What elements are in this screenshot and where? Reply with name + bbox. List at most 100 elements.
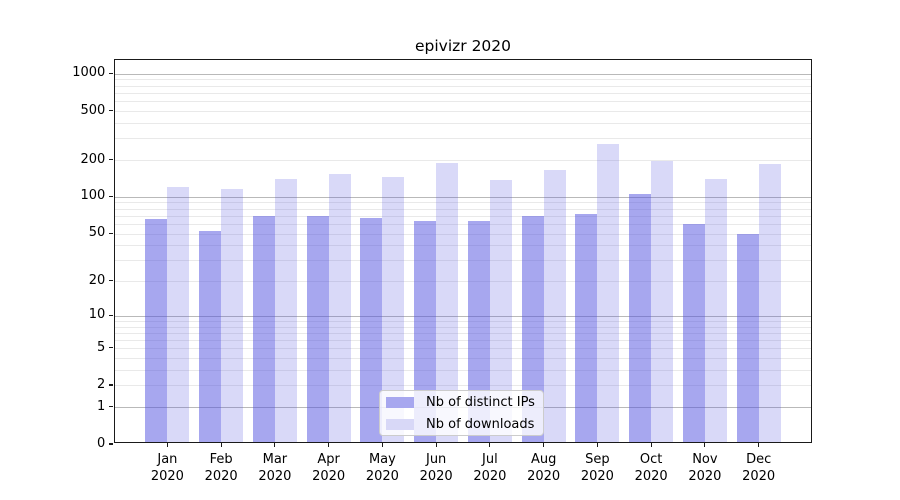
x-tick-mark <box>274 443 276 448</box>
x-tick-mark <box>381 443 383 448</box>
y-gridline <box>115 223 811 225</box>
bar-downloads <box>274 178 297 443</box>
bar-distinct-ips <box>575 214 598 443</box>
bar-downloads <box>382 177 405 443</box>
y-tick-mark <box>109 314 114 316</box>
y-gridline <box>115 233 811 235</box>
y-gridline <box>115 110 811 112</box>
y-gridline <box>115 79 811 81</box>
legend-swatch-distinct-ips <box>386 396 414 408</box>
y-gridline <box>115 385 811 387</box>
y-tick-label: 500 <box>80 102 106 118</box>
bar-distinct-ips <box>360 218 383 443</box>
bar-distinct-ips <box>414 221 437 443</box>
bar-distinct-ips <box>629 193 652 443</box>
bar-downloads <box>704 178 727 443</box>
x-tick-label: Apr 2020 <box>312 452 346 485</box>
y-tick-label: 20 <box>88 272 106 288</box>
x-tick-mark <box>758 443 760 448</box>
x-tick-mark <box>435 443 437 448</box>
y-gridline <box>115 320 811 322</box>
y-gridline <box>115 370 811 372</box>
y-tick-mark <box>109 406 114 408</box>
y-gridline <box>115 101 811 103</box>
y-tick-label: 200 <box>80 151 106 167</box>
bar-downloads <box>758 163 781 443</box>
x-tick-mark <box>166 443 168 448</box>
bar-downloads <box>651 160 674 443</box>
bar-downloads <box>221 188 244 443</box>
y-tick-mark <box>109 280 114 282</box>
y-tick-mark <box>109 347 114 349</box>
y-gridline <box>115 281 811 283</box>
y-tick-label: 1000 <box>72 65 106 81</box>
y-tick-mark <box>109 384 114 386</box>
y-tick-label: 100 <box>80 188 106 204</box>
legend-swatch-downloads <box>386 418 414 430</box>
bar-distinct-ips <box>145 218 168 443</box>
bar-downloads <box>328 173 351 443</box>
legend-item-downloads: Nb of downloads <box>386 417 535 432</box>
bar-downloads <box>543 169 566 443</box>
y-gridline <box>115 138 811 140</box>
x-tick-label: Nov 2020 <box>688 452 722 485</box>
bar-distinct-ips <box>736 234 759 443</box>
y-tick-label: 50 <box>88 225 106 241</box>
y-tick-label: 10 <box>88 307 106 323</box>
y-tick-label: 2 <box>97 377 106 393</box>
y-gridline <box>115 215 811 217</box>
bar-distinct-ips <box>682 224 705 443</box>
bar-downloads <box>597 144 620 443</box>
x-tick-mark <box>704 443 706 448</box>
x-tick-label: Mar 2020 <box>258 452 292 485</box>
y-gridline <box>115 260 811 262</box>
x-tick-mark <box>328 443 330 448</box>
y-gridline <box>115 326 811 328</box>
y-tick-mark <box>109 195 114 198</box>
y-tick-label: 0 <box>97 436 106 451</box>
y-gridline <box>115 85 811 87</box>
y-gridline <box>115 208 811 210</box>
bar-downloads <box>489 179 512 443</box>
bar-distinct-ips <box>467 220 490 443</box>
bar-distinct-ips <box>306 215 329 443</box>
x-tick-label: Jul 2020 <box>473 452 507 485</box>
x-tick-mark <box>596 443 598 448</box>
y-gridline <box>115 348 811 350</box>
legend-label-distinct-ips: Nb of distinct IPs <box>426 394 535 410</box>
y-gridline <box>115 332 811 334</box>
y-gridline <box>115 122 811 124</box>
chart-title: epivizr 2020 <box>414 37 512 55</box>
y-gridline <box>115 315 811 317</box>
y-tick-mark <box>109 158 114 161</box>
legend-item-distinct-ips: Nb of distinct IPs <box>386 395 535 410</box>
x-tick-label: Oct 2020 <box>634 452 668 485</box>
y-tick-mark <box>109 443 114 445</box>
y-tick-mark <box>109 109 114 112</box>
y-gridline <box>115 202 811 204</box>
bar-downloads <box>167 187 190 443</box>
y-tick-mark <box>109 72 114 75</box>
x-tick-mark <box>543 443 545 448</box>
plot-area <box>114 59 812 444</box>
x-tick-label: Jun 2020 <box>419 452 453 485</box>
bar-distinct-ips <box>252 215 275 443</box>
x-tick-mark <box>489 443 491 448</box>
x-tick-label: Feb 2020 <box>204 452 238 485</box>
x-tick-label: Aug 2020 <box>527 452 561 485</box>
bar-distinct-ips <box>521 215 544 443</box>
y-gridline <box>115 245 811 247</box>
y-gridline <box>115 196 811 198</box>
legend: Nb of distinct IPs Nb of downloads <box>379 390 544 436</box>
y-gridline <box>115 92 811 94</box>
y-tick-label: 5 <box>97 339 106 355</box>
y-tick-label: 1 <box>97 398 106 414</box>
x-tick-mark <box>220 443 222 448</box>
y-gridline <box>115 159 811 161</box>
x-tick-mark <box>650 443 652 448</box>
bar-downloads <box>436 163 459 443</box>
x-tick-label: Sep 2020 <box>580 452 614 485</box>
x-tick-label: Dec 2020 <box>742 452 776 485</box>
bar-distinct-ips <box>199 230 222 443</box>
